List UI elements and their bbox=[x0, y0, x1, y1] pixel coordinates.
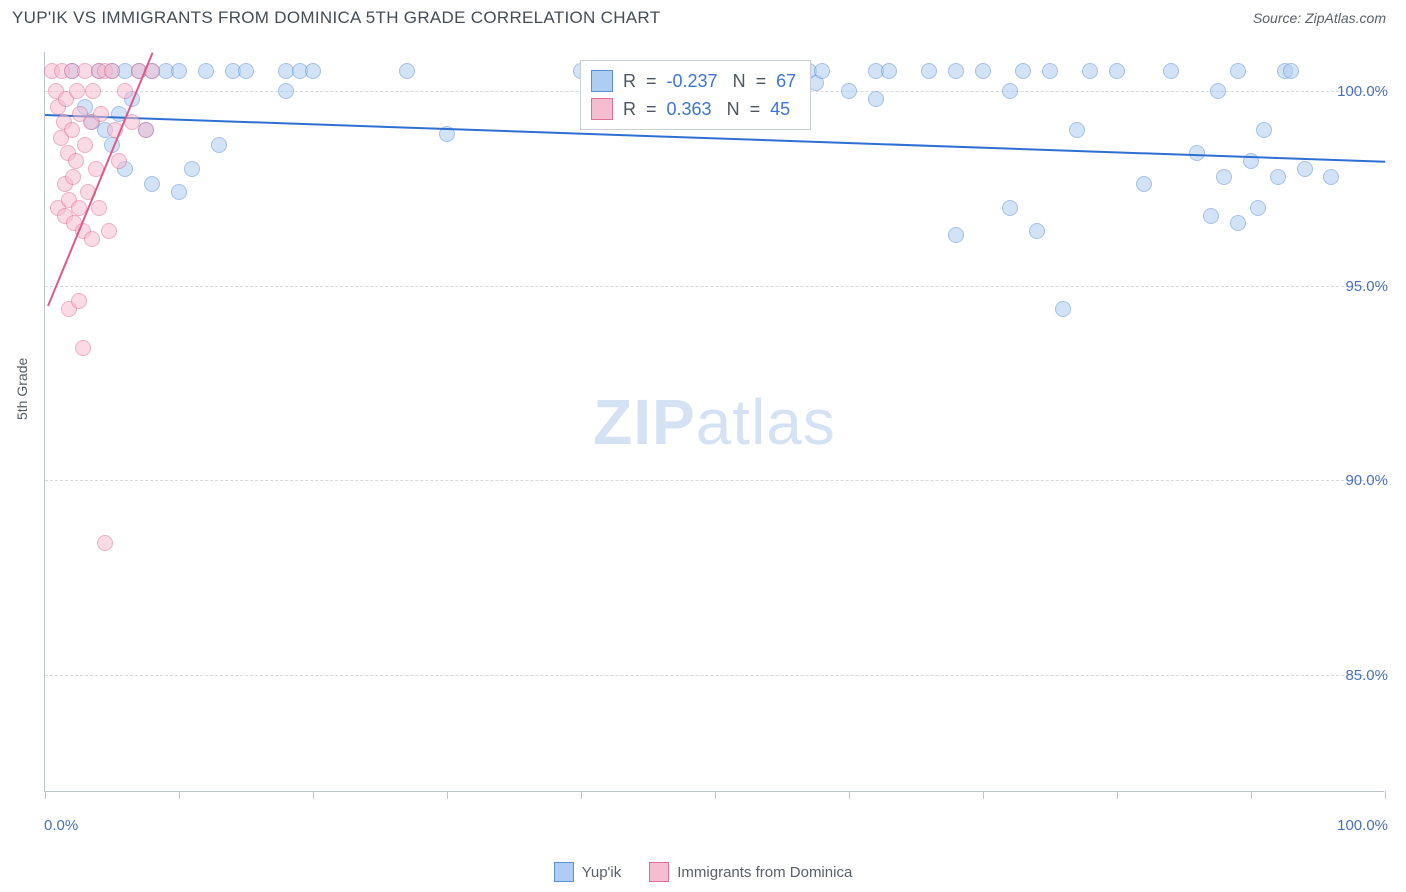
data-point bbox=[1256, 122, 1272, 138]
legend-label: Yup'ik bbox=[582, 864, 622, 881]
data-point bbox=[198, 63, 214, 79]
data-point bbox=[975, 63, 991, 79]
data-point bbox=[1216, 169, 1232, 185]
data-point bbox=[278, 83, 294, 99]
y-tick-label: 95.0% bbox=[1345, 278, 1388, 295]
data-point bbox=[1283, 63, 1299, 79]
x-tick bbox=[179, 791, 180, 799]
data-point bbox=[1163, 63, 1179, 79]
data-point bbox=[1015, 63, 1031, 79]
data-point bbox=[1203, 208, 1219, 224]
legend: Yup'ik Immigrants from Dominica bbox=[0, 862, 1406, 882]
data-point bbox=[399, 63, 415, 79]
data-point bbox=[91, 200, 107, 216]
data-point bbox=[1055, 301, 1071, 317]
data-point bbox=[211, 137, 227, 153]
legend-swatch bbox=[554, 862, 574, 882]
data-point bbox=[101, 223, 117, 239]
y-tick-label: 100.0% bbox=[1337, 83, 1388, 100]
source-label: Source: ZipAtlas.com bbox=[1253, 10, 1386, 26]
x-tick bbox=[1117, 791, 1118, 799]
data-point bbox=[77, 137, 93, 153]
gridline bbox=[45, 675, 1384, 676]
x-tick bbox=[1251, 791, 1252, 799]
y-tick-label: 90.0% bbox=[1345, 472, 1388, 489]
data-point bbox=[117, 83, 133, 99]
data-point bbox=[84, 231, 100, 247]
stats-swatch bbox=[591, 98, 613, 120]
data-point bbox=[881, 63, 897, 79]
data-point bbox=[171, 63, 187, 79]
data-point bbox=[111, 153, 127, 169]
x-tick bbox=[581, 791, 582, 799]
stats-text: R = 0.363 N = 45 bbox=[623, 99, 790, 120]
legend-item-yupik: Yup'ik bbox=[554, 862, 622, 882]
data-point bbox=[64, 122, 80, 138]
data-point bbox=[868, 91, 884, 107]
x-tick bbox=[45, 791, 46, 799]
data-point bbox=[65, 169, 81, 185]
data-point bbox=[1069, 122, 1085, 138]
data-point bbox=[1270, 169, 1286, 185]
data-point bbox=[1029, 223, 1045, 239]
data-point bbox=[1230, 63, 1246, 79]
header: YUP'IK VS IMMIGRANTS FROM DOMINICA 5TH G… bbox=[0, 0, 1406, 36]
data-point bbox=[1297, 161, 1313, 177]
plot-area: ZIPatlas bbox=[44, 52, 1384, 792]
data-point bbox=[138, 122, 154, 138]
data-point bbox=[814, 63, 830, 79]
stats-row: R = -0.237 N = 67 bbox=[591, 67, 796, 95]
stats-row: R = 0.363 N = 45 bbox=[591, 95, 796, 123]
data-point bbox=[97, 535, 113, 551]
legend-swatch bbox=[649, 862, 669, 882]
watermark: ZIPatlas bbox=[593, 385, 836, 459]
x-tick-label: 0.0% bbox=[44, 817, 78, 834]
data-point bbox=[93, 106, 109, 122]
stats-text: R = -0.237 N = 67 bbox=[623, 71, 796, 92]
data-point bbox=[75, 340, 91, 356]
data-point bbox=[85, 83, 101, 99]
data-point bbox=[1042, 63, 1058, 79]
data-point bbox=[1082, 63, 1098, 79]
chart-title: YUP'IK VS IMMIGRANTS FROM DOMINICA 5TH G… bbox=[12, 8, 660, 28]
data-point bbox=[1230, 215, 1246, 231]
x-tick bbox=[849, 791, 850, 799]
data-point bbox=[1250, 200, 1266, 216]
gridline bbox=[45, 286, 1384, 287]
x-tick bbox=[447, 791, 448, 799]
data-point bbox=[68, 153, 84, 169]
x-tick bbox=[313, 791, 314, 799]
data-point bbox=[1002, 83, 1018, 99]
x-tick bbox=[983, 791, 984, 799]
data-point bbox=[184, 161, 200, 177]
data-point bbox=[948, 63, 964, 79]
stats-swatch bbox=[591, 70, 613, 92]
x-tick-label: 100.0% bbox=[1337, 817, 1388, 834]
data-point bbox=[1210, 83, 1226, 99]
data-point bbox=[305, 63, 321, 79]
x-tick bbox=[715, 791, 716, 799]
gridline bbox=[45, 480, 1384, 481]
x-tick bbox=[1385, 791, 1386, 799]
data-point bbox=[1136, 176, 1152, 192]
data-point bbox=[171, 184, 187, 200]
data-point bbox=[921, 63, 937, 79]
data-point bbox=[69, 83, 85, 99]
data-point bbox=[1002, 200, 1018, 216]
legend-label: Immigrants from Dominica bbox=[677, 864, 852, 881]
legend-item-dominica: Immigrants from Dominica bbox=[649, 862, 852, 882]
data-point bbox=[104, 63, 120, 79]
stats-box: R = -0.237 N = 67 R = 0.363 N = 45 bbox=[580, 60, 811, 130]
data-point bbox=[144, 176, 160, 192]
data-point bbox=[1323, 169, 1339, 185]
data-point bbox=[71, 293, 87, 309]
data-point bbox=[1109, 63, 1125, 79]
data-point bbox=[948, 227, 964, 243]
data-point bbox=[841, 83, 857, 99]
y-tick-label: 85.0% bbox=[1345, 667, 1388, 684]
data-point bbox=[238, 63, 254, 79]
y-axis-label: 5th Grade bbox=[14, 358, 30, 420]
